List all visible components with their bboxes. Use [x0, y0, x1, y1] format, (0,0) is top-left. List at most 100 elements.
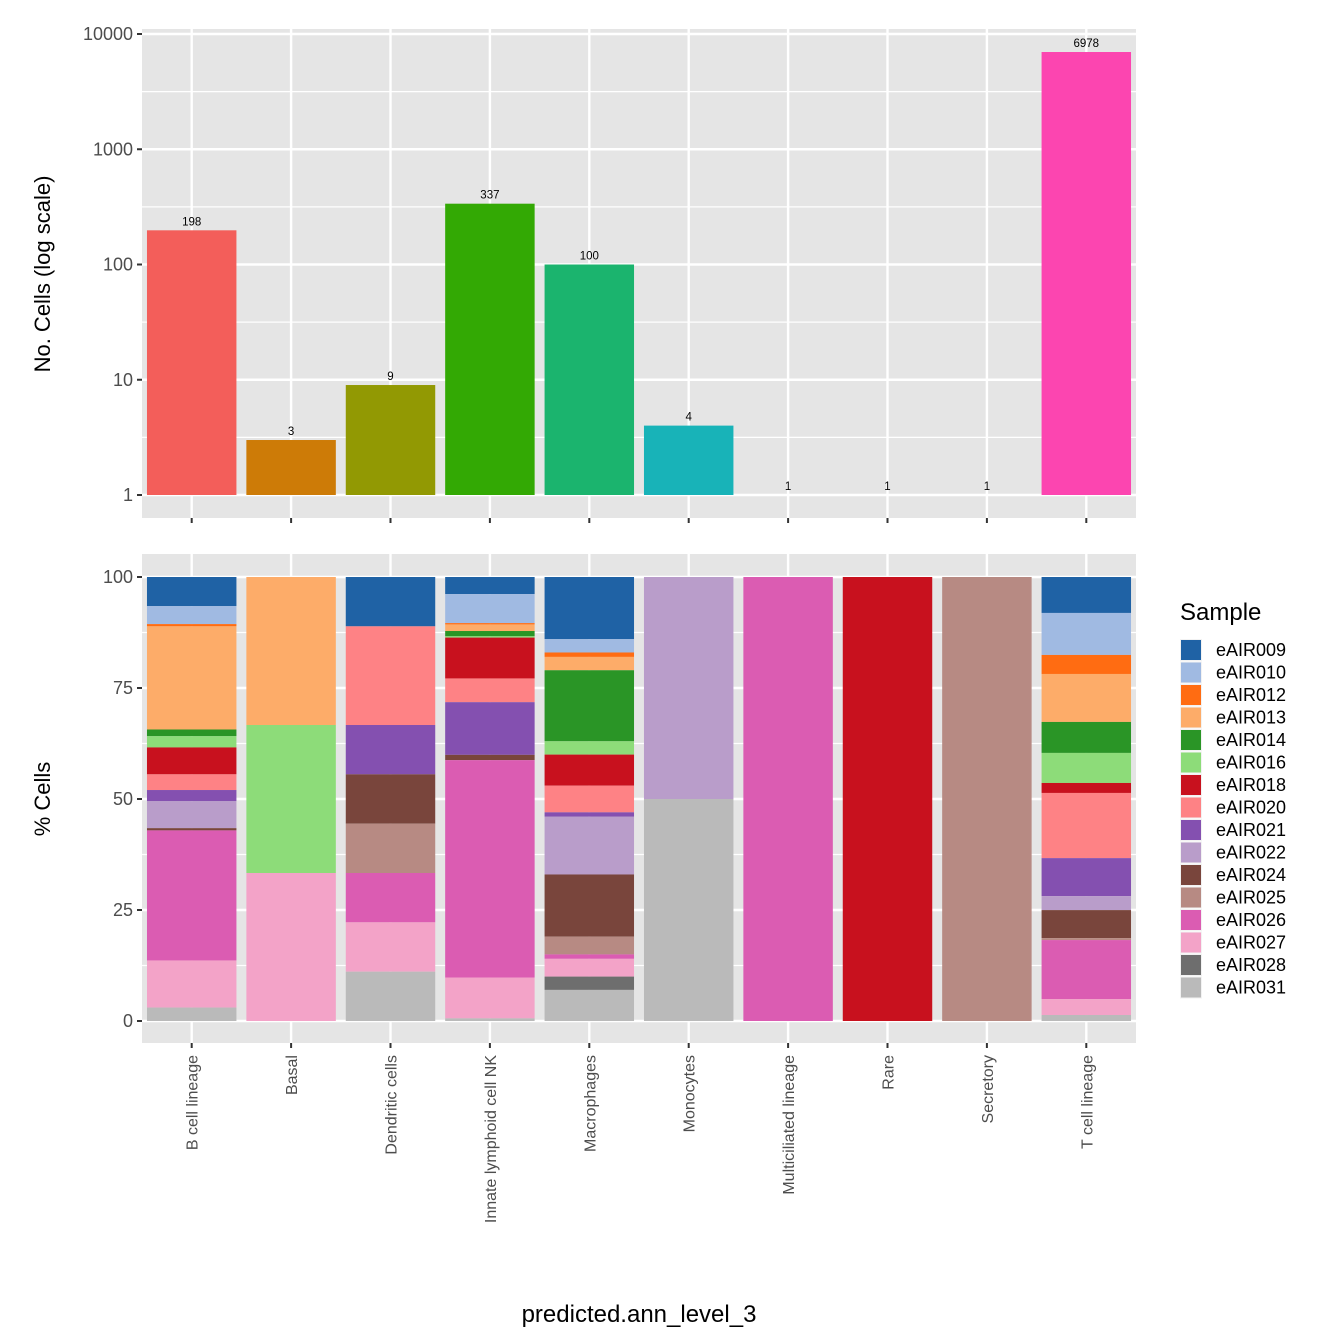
stacked-segment-eAIR025	[544, 936, 635, 955]
stacked-segment-eAIR028	[544, 976, 635, 990]
stacked-segment-eAIR018	[544, 754, 635, 786]
bar-value-label: 337	[480, 190, 499, 202]
stacked-segment-eAIR031	[146, 1007, 237, 1021]
stacked-segment-eAIR018	[842, 577, 933, 1021]
legend-label: eAIR009	[1216, 640, 1286, 660]
bottom-y-tick-label: 75	[113, 678, 133, 698]
stacked-segment-eAIR012	[146, 624, 237, 627]
legend-swatch	[1181, 797, 1201, 818]
legend-label: eAIR026	[1216, 910, 1286, 930]
x-axis: B cell lineage Basal Dendritic cells Innate…	[185, 1055, 1097, 1223]
stacked-segment-eAIR009	[146, 577, 237, 607]
stacked-segment-eAIR024	[1041, 910, 1132, 939]
stacked-segment-eAIR010	[544, 639, 635, 653]
legend-swatch	[1181, 932, 1201, 953]
stacked-segment-eAIR031	[1041, 1015, 1132, 1021]
stacked-segment-eAIR012	[445, 623, 535, 625]
count-bar	[1041, 52, 1132, 495]
legend-label: eAIR024	[1216, 865, 1286, 885]
bar-value-label: 4	[685, 412, 692, 424]
stacked-segment-eAIR013	[445, 624, 535, 632]
legend-label: eAIR021	[1216, 820, 1286, 840]
bottom-y-tick-label: 25	[113, 900, 133, 920]
count-bar	[246, 440, 336, 495]
x-tick-label: Rare	[881, 1055, 898, 1090]
stacked-segment-eAIR020	[445, 678, 535, 703]
bar-value-label: 3	[288, 426, 294, 438]
bottom-y-tick-label: 100	[103, 567, 133, 587]
stacked-segment-eAIR016	[544, 741, 635, 755]
top-y-axis-title: No. Cells (log scale)	[30, 176, 55, 373]
legend-swatch	[1181, 842, 1201, 863]
legend-title: Sample	[1180, 599, 1261, 626]
stacked-segment-eAIR031	[643, 799, 734, 1021]
stacked-segment-eAIR016	[1041, 752, 1132, 783]
stacked-segment-eAIR010	[146, 606, 237, 625]
stacked-segment-eAIR018	[1041, 782, 1132, 793]
x-tick-label: Macrophages	[582, 1055, 599, 1152]
legend-swatch	[1181, 910, 1201, 930]
legend-swatch	[1181, 730, 1201, 750]
stacked-segment-eAIR009	[1041, 577, 1132, 613]
top-y-tick-label: 100	[103, 255, 133, 275]
stacked-segment-eAIR027	[345, 922, 436, 972]
stacked-segment-eAIR022	[643, 577, 734, 799]
legend-swatch	[1181, 662, 1201, 683]
stacked-segment-eAIR026	[544, 954, 635, 959]
count-bar	[445, 203, 535, 495]
stacked-segment-eAIR016	[146, 736, 237, 748]
bottom-y-tick-label: 50	[113, 789, 133, 809]
stacked-segment-eAIR022	[146, 801, 237, 829]
bar-value-label: 198	[182, 216, 201, 228]
legend-label: eAIR010	[1216, 663, 1286, 683]
legend-swatch	[1181, 752, 1201, 773]
stacked-segment-eAIR022	[1041, 896, 1132, 911]
stacked-segment-eAIR014	[445, 631, 535, 637]
stacked-segment-eAIR024	[544, 874, 635, 937]
stacked-segment-eAIR009	[345, 577, 436, 627]
legend-label: eAIR027	[1216, 933, 1286, 953]
legend-swatch	[1181, 955, 1201, 975]
stacked-segment-eAIR013	[544, 656, 635, 671]
stacked-segment-eAIR014	[544, 670, 635, 742]
top-y-tick-label: 10000	[83, 24, 133, 44]
stacked-segment-eAIR025	[942, 577, 1032, 1021]
stacked-segment-eAIR009	[445, 577, 535, 595]
stacked-segment-eAIR021	[1041, 858, 1132, 897]
x-tick-label: T cell lineage	[1079, 1055, 1096, 1149]
legend-label: eAIR025	[1216, 888, 1286, 908]
stacked-segment-eAIR027	[1041, 999, 1132, 1016]
stacked-segment-eAIR027	[146, 960, 237, 1008]
stacked-segment-eAIR010	[1041, 612, 1132, 655]
stacked-segment-eAIR026	[1041, 940, 1132, 1000]
count-bar	[345, 385, 436, 495]
x-tick-label: Dendritic cells	[384, 1055, 401, 1155]
legend-label: eAIR013	[1216, 708, 1286, 728]
stacked-segment-eAIR026	[445, 760, 535, 978]
x-tick-label: Secretory	[980, 1055, 997, 1123]
top-y-tick-label: 10	[113, 370, 133, 390]
stacked-segment-eAIR026	[743, 577, 833, 1021]
stacked-segment-eAIR026	[146, 830, 237, 961]
top-panel: 1 10 100 1000 10000 198 3 9 337 100 4 1 1 1 6978	[83, 24, 1136, 523]
stacked-segment-eAIR024	[445, 754, 535, 761]
legend-label: eAIR018	[1216, 775, 1286, 795]
stacked-segment-eAIR031	[345, 971, 436, 1021]
stacked-segment-eAIR009	[544, 577, 635, 640]
bottom-panel: 0 25 50 75 100	[103, 554, 1136, 1048]
legend: Sample eAIR009eAIR010eAIR012eAIR013eAIR0…	[1180, 599, 1286, 999]
stacked-segment-eAIR010	[445, 594, 535, 624]
stacked-segment-eAIR026	[345, 873, 436, 923]
top-panel-background	[142, 29, 1136, 518]
count-bar	[146, 230, 237, 496]
stacked-segment-eAIR025	[345, 823, 436, 873]
legend-swatch	[1181, 820, 1201, 840]
stacked-segment-eAIR021	[445, 702, 535, 755]
legend-swatch	[1181, 887, 1201, 908]
stacked-segment-eAIR025	[1041, 938, 1132, 941]
x-tick-label: Monocytes	[682, 1055, 699, 1132]
stacked-segment-eAIR021	[544, 812, 635, 817]
stacked-segment-eAIR027	[445, 977, 535, 1019]
stacked-segment-eAIR031	[445, 1018, 535, 1021]
